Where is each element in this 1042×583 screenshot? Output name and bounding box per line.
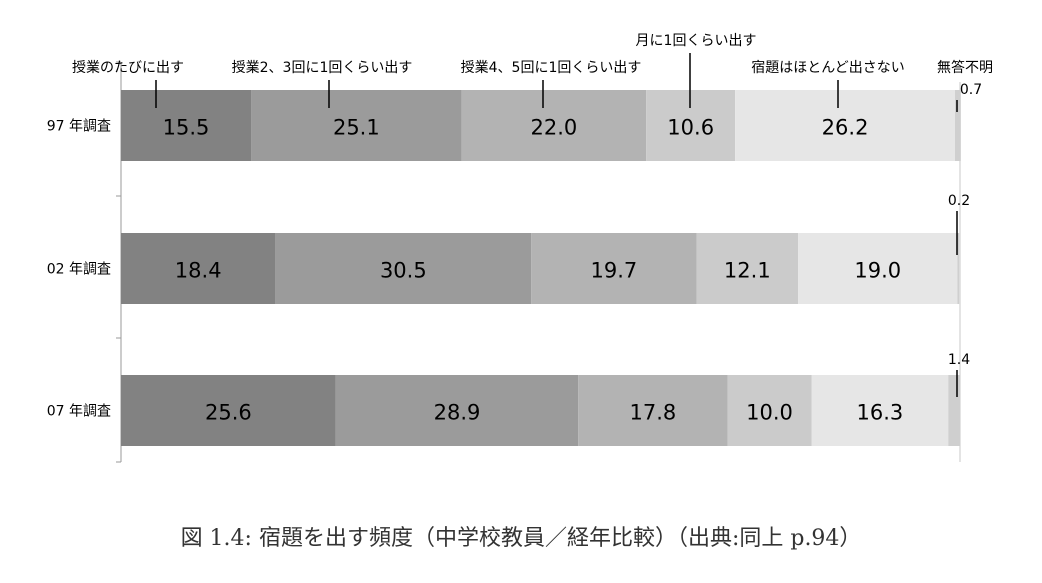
legend-callout-4: 宿題はほとんど出さない [751, 59, 905, 76]
chart-area: 97 年調査 02 年調査 07 年調査 15.5 25.1 22.0 10.6 26.2 18… [47, 33, 993, 463]
category-label-2: 07 年調査 [47, 404, 111, 420]
legend-callout-0: 授業のたびに出す [72, 60, 184, 76]
category-label-0: 97 年調査 [47, 119, 111, 135]
data-label-0-2: 22.0 [531, 116, 578, 140]
bar-0-4 [735, 90, 955, 161]
legend-callout-3: 月に1回くらい出す [636, 33, 757, 49]
data-label-0-0: 15.5 [163, 116, 210, 140]
bar-2-4 [811, 375, 949, 446]
data-label-1-3: 12.1 [724, 259, 771, 283]
data-label-2-3: 10.0 [746, 401, 793, 425]
bar-1-5 [957, 233, 960, 304]
data-label-0-1: 25.1 [333, 116, 380, 140]
bar-2-2 [578, 375, 728, 446]
bar-2-3 [727, 375, 812, 446]
data-label-1-4: 19.0 [854, 259, 901, 283]
data-label-1-5: 0.2 [948, 193, 970, 209]
data-label-1-2: 19.7 [591, 259, 638, 283]
data-label-2-2: 17.8 [630, 401, 677, 425]
data-label-0-3: 10.6 [667, 116, 714, 140]
bar-2-0 [121, 375, 336, 446]
bar-1-1 [275, 233, 532, 304]
bar-1-3 [696, 233, 799, 304]
data-label-1-1: 30.5 [380, 259, 427, 283]
bar-0-2 [461, 90, 647, 161]
bar-1-2 [531, 233, 697, 304]
data-label-2-5: 1.4 [948, 352, 970, 368]
data-label-1-0: 18.4 [175, 259, 222, 283]
bar-2-5 [948, 375, 960, 446]
data-label-0-5: 0.7 [960, 82, 982, 98]
bar-2-1 [335, 375, 579, 446]
bar-0-1 [251, 90, 462, 161]
legend-callout-5: 無答不明 [937, 59, 993, 76]
data-label-2-1: 28.9 [434, 401, 481, 425]
bar-0-0 [121, 90, 252, 161]
data-label-2-4: 16.3 [856, 401, 903, 425]
legend-callout-1: 授業2、3回に1回くらい出す [232, 60, 413, 76]
bar-0-5 [954, 90, 961, 161]
data-label-0-4: 26.2 [822, 116, 869, 140]
category-label-1: 02 年調査 [47, 262, 111, 278]
figure-caption: 図 1.4: 宿題を出す頻度（中学校教員／経年比較）（出典:同上 p.94） [180, 526, 862, 551]
bar-1-0 [121, 233, 276, 304]
legend-callout-2: 授業4、5回に1回くらい出す [461, 60, 642, 76]
data-label-2-0: 25.6 [205, 401, 252, 425]
bar-1-4 [798, 233, 958, 304]
